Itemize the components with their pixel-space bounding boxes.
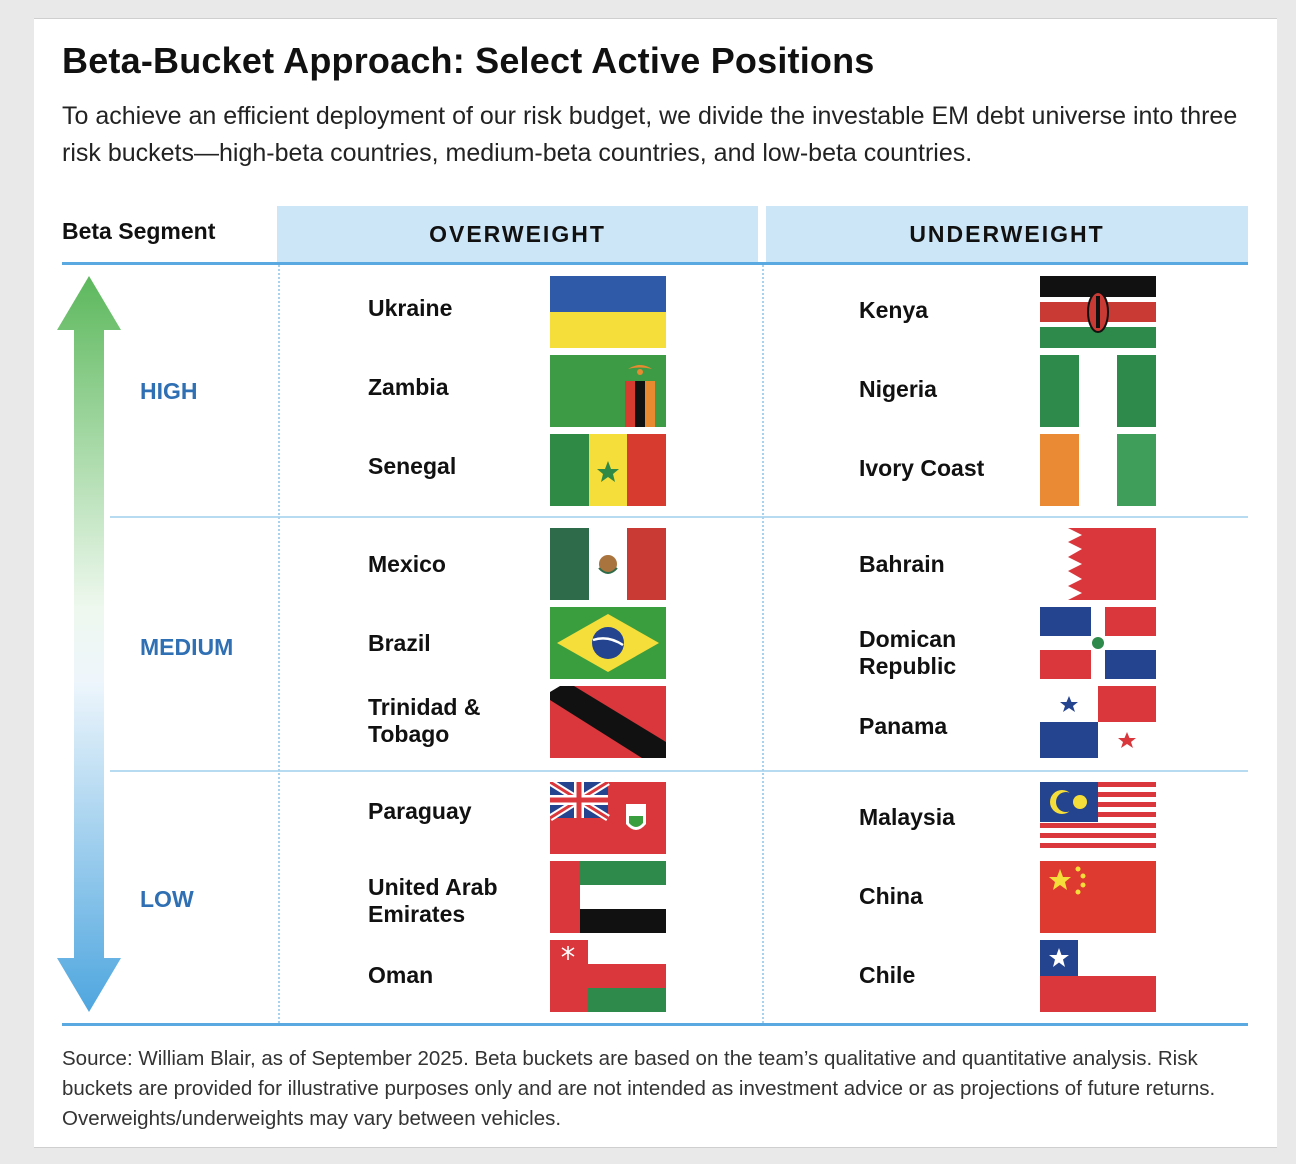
flag-brazil-icon: [550, 607, 666, 679]
column-divider-right: [762, 265, 764, 1023]
country-kenya: Kenya: [859, 297, 929, 323]
flag-ukraine-icon: [550, 276, 666, 348]
country-mexico: Mexico: [368, 551, 446, 577]
country-name-line2: Emirates: [368, 901, 466, 927]
country-nigeria: Nigeria: [859, 376, 937, 402]
flag-mexico-icon: [550, 528, 666, 600]
page-title: Beta-Bucket Approach: Select Active Posi…: [62, 40, 875, 81]
flag-panama-icon: [1040, 686, 1156, 758]
country-brazil: Brazil: [368, 630, 431, 656]
divider-medium-low: [110, 770, 1248, 772]
segment-label-low: LOW: [140, 886, 194, 912]
underweight-header: UNDERWEIGHT: [766, 206, 1248, 262]
header-rule: [62, 262, 1248, 265]
country-senegal: Senegal: [368, 453, 457, 479]
column-divider-left: [278, 265, 280, 1023]
country-name-line1: Domican: [859, 626, 957, 652]
flag-dominican-republic-icon: [1040, 607, 1156, 679]
flag-paraguay-icon: [550, 782, 666, 854]
country-uae: United Arab Emirates: [368, 874, 498, 928]
flag-malaysia-icon: [1040, 782, 1156, 854]
country-panama: Panama: [859, 713, 948, 739]
segment-label-high: HIGH: [140, 378, 198, 404]
flag-bahrain-icon: [1040, 528, 1156, 600]
overweight-header: OVERWEIGHT: [277, 206, 758, 262]
flag-zambia-icon: [550, 355, 666, 427]
country-trinidad-tobago: Trinidad & Tobago: [368, 694, 480, 748]
country-malaysia: Malaysia: [859, 804, 955, 830]
flag-nigeria-icon: [1040, 355, 1156, 427]
flag-ivory-coast-icon: [1040, 434, 1156, 506]
flag-chile-icon: [1040, 940, 1156, 1012]
source-footnote: Source: William Blair, as of September 2…: [62, 1047, 1216, 1130]
country-zambia: Zambia: [368, 374, 449, 400]
divider-high-medium: [110, 516, 1248, 518]
flag-kenya-icon: [1040, 276, 1156, 348]
beta-range-arrow: [57, 276, 121, 1012]
flag-senegal-icon: [550, 434, 666, 506]
country-ivory-coast: Ivory Coast: [859, 455, 985, 481]
country-paraguay: Paraguay: [368, 798, 472, 824]
flag-china-icon: [1040, 861, 1156, 933]
country-name-line1: United Arab: [368, 874, 498, 900]
country-bahrain: Bahrain: [859, 551, 945, 577]
country-dominican-republic: Domican Republic: [859, 626, 956, 680]
country-oman: Oman: [368, 962, 434, 988]
country-ukraine: Ukraine: [368, 295, 453, 321]
flag-uae-icon: [550, 861, 666, 933]
segment-label-medium: MEDIUM: [140, 634, 234, 660]
subtitle: To achieve an efficient deployment of ou…: [62, 102, 1238, 167]
beta-segment-header: Beta Segment: [62, 218, 216, 244]
country-name-line2: Republic: [859, 653, 957, 679]
flag-oman-icon: [550, 940, 666, 1012]
country-name-line1: Trinidad &: [368, 694, 481, 720]
country-name-line2: Tobago: [368, 721, 450, 747]
flag-trinidad-tobago-icon: [550, 686, 666, 758]
country-chile: Chile: [859, 962, 916, 988]
bottom-rule: [62, 1023, 1248, 1026]
country-china: China: [859, 883, 923, 909]
